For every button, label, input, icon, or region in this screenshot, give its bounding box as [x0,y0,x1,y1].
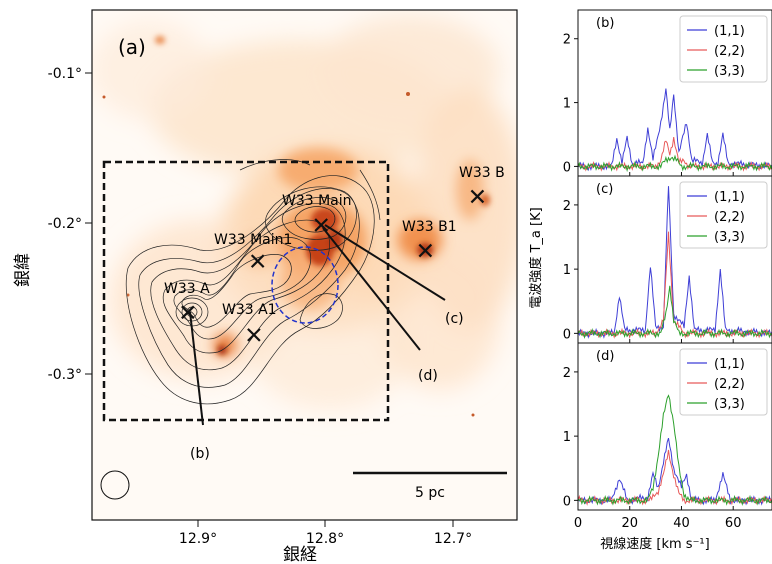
pointer-lines [189,224,446,426]
source-markers [181,189,485,342]
map-frame [91,9,518,521]
spectrum-panel-label: (b) [596,16,614,31]
source-labels: W33 A W33 A1 W33 Main1 W33 Main W33 B1 W… [164,165,505,318]
legend-label: (2,2) [714,377,745,392]
source-marker [470,189,485,204]
legend-label: (1,1) [714,357,745,372]
source-label-w33main: W33 Main [282,193,352,209]
emission-image: 5 pc (a) W33 A W33 A1 W33 Main1 W33 Main… [92,15,517,501]
source-label-w33b1: W33 B1 [402,219,457,235]
legend-label: (2,2) [714,210,745,225]
map-ticks [85,72,454,527]
map-panel-label: (a) [118,35,146,59]
legend-box [679,181,768,249]
y-tick-label: 1 [563,430,571,445]
x-tick-label: 12.8° [306,531,344,547]
legend: (1,1) (2,2) (3,3) [679,181,768,249]
legend-label: (1,1) [714,24,745,39]
y-tick-label: -0.2° [48,216,82,232]
x-tick-label: 0 [574,516,582,531]
source-label-w33a1: W33 A1 [222,302,277,318]
legend: (1,1) (2,2) (3,3) [679,348,768,416]
source-marker [250,254,265,268]
legend-label: (3,3) [714,397,745,412]
y-tick-label: 1 [563,97,571,112]
series-line [578,437,772,506]
legend-label: (1,1) [714,190,745,205]
pointer-labels: (b) (c) (d) [190,311,464,462]
spectra-panels: 0 1 2 (b) (1,1) (2,2) (3,3) 0 1 2 (c) (1,1) (2,2) (3,… [563,9,772,531]
x-tick-label: 20 [621,516,638,531]
map-panel: 5 pc (a) W33 A W33 A1 W33 Main1 W33 Main… [13,9,518,564]
legend-box [679,15,768,83]
source-label-w33main1: W33 Main1 [214,232,292,248]
scale-bar-label: 5 pc [415,485,445,501]
series-line [578,449,772,506]
y-tick-label: -0.1° [48,66,82,82]
beam-ellipse [100,470,130,500]
series-line [578,285,772,339]
spectrum-panel-label: (d) [596,349,614,364]
series-line [578,154,772,173]
source-marker [314,218,328,232]
legend-label: (2,2) [714,44,745,59]
x-tick-label: 12.7° [434,531,472,547]
pointer-label-d: (d) [418,368,438,384]
legend-label: (3,3) [714,64,745,79]
pointer-label-c: (c) [445,311,464,327]
map-x-axis-label: 銀経 [283,545,317,564]
legend-box [679,348,768,416]
region-box [102,160,390,422]
y-tick-label: 1 [563,263,571,278]
y-tick-label: 2 [563,199,571,214]
legend: (1,1) (2,2) (3,3) [679,15,768,83]
map-y-axis-label: 銀緯 [13,253,33,287]
source-label-w33a: W33 A [164,281,210,297]
y-tick-label: 0 [563,494,571,509]
source-marker [418,243,433,258]
beam-ellipse-blue [271,246,339,324]
map-tick-labels: 12.9° 12.8° 12.7° -0.1° -0.2° -0.3° [48,66,472,547]
source-marker [181,305,195,320]
y-tick-label: 0 [563,160,571,175]
x-tick-label: 12.9° [179,531,217,547]
contours [125,159,381,405]
spectra-y-axis-label: 電波強度 T_a [K] [528,207,544,308]
series-line [578,394,772,507]
source-marker [247,328,261,342]
y-tick-label: 0 [563,327,571,342]
spectra-x-axis-label: 視線速度 [km s⁻¹] [600,536,709,552]
y-tick-label: -0.3° [48,367,82,383]
source-label-w33b: W33 B [459,165,505,181]
x-tick-label: 40 [673,516,690,531]
spectrum-frame [577,342,772,511]
spectrum-panel: 0 1 2 (b) (1,1) (2,2) (3,3) [563,9,772,177]
x-tick-label: 60 [725,516,742,531]
legend-label: (3,3) [714,230,745,245]
spectrum-panel-label: (c) [596,182,613,197]
spectrum-panel: 0 1 2 (c) (1,1) (2,2) (3,3) [563,175,772,344]
y-tick-label: 2 [563,366,571,381]
pointer-label-b: (b) [190,446,210,462]
y-tick-label: 2 [563,33,571,48]
